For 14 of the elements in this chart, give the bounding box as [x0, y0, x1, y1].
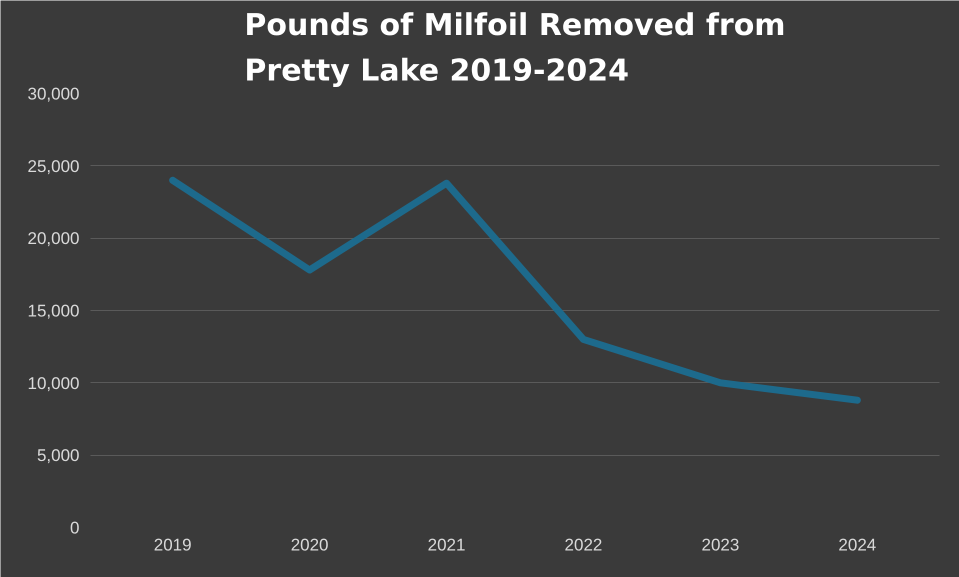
chart-title: Pounds of Milfoil Removed from Pretty Lake 2019-2024 [244, 8, 786, 88]
y-tick-label: 20,000 [28, 229, 80, 248]
x-tick-label: 2024 [838, 536, 876, 554]
y-tick-label: 10,000 [28, 374, 80, 393]
x-tick-label: 2023 [701, 536, 740, 554]
x-tick-label: 2021 [428, 536, 466, 554]
y-tick-label: 25,000 [28, 156, 80, 176]
x-tick-label: 2020 [290, 536, 329, 554]
x-tick-label: 2019 [154, 536, 192, 554]
y-tick-label: 30,000 [28, 84, 80, 104]
x-tick-label: 2022 [564, 536, 602, 554]
y-tick-label: 0 [70, 518, 80, 538]
y-tick-label: 5,000 [36, 446, 80, 466]
y-tick-label: 15,000 [28, 302, 80, 320]
